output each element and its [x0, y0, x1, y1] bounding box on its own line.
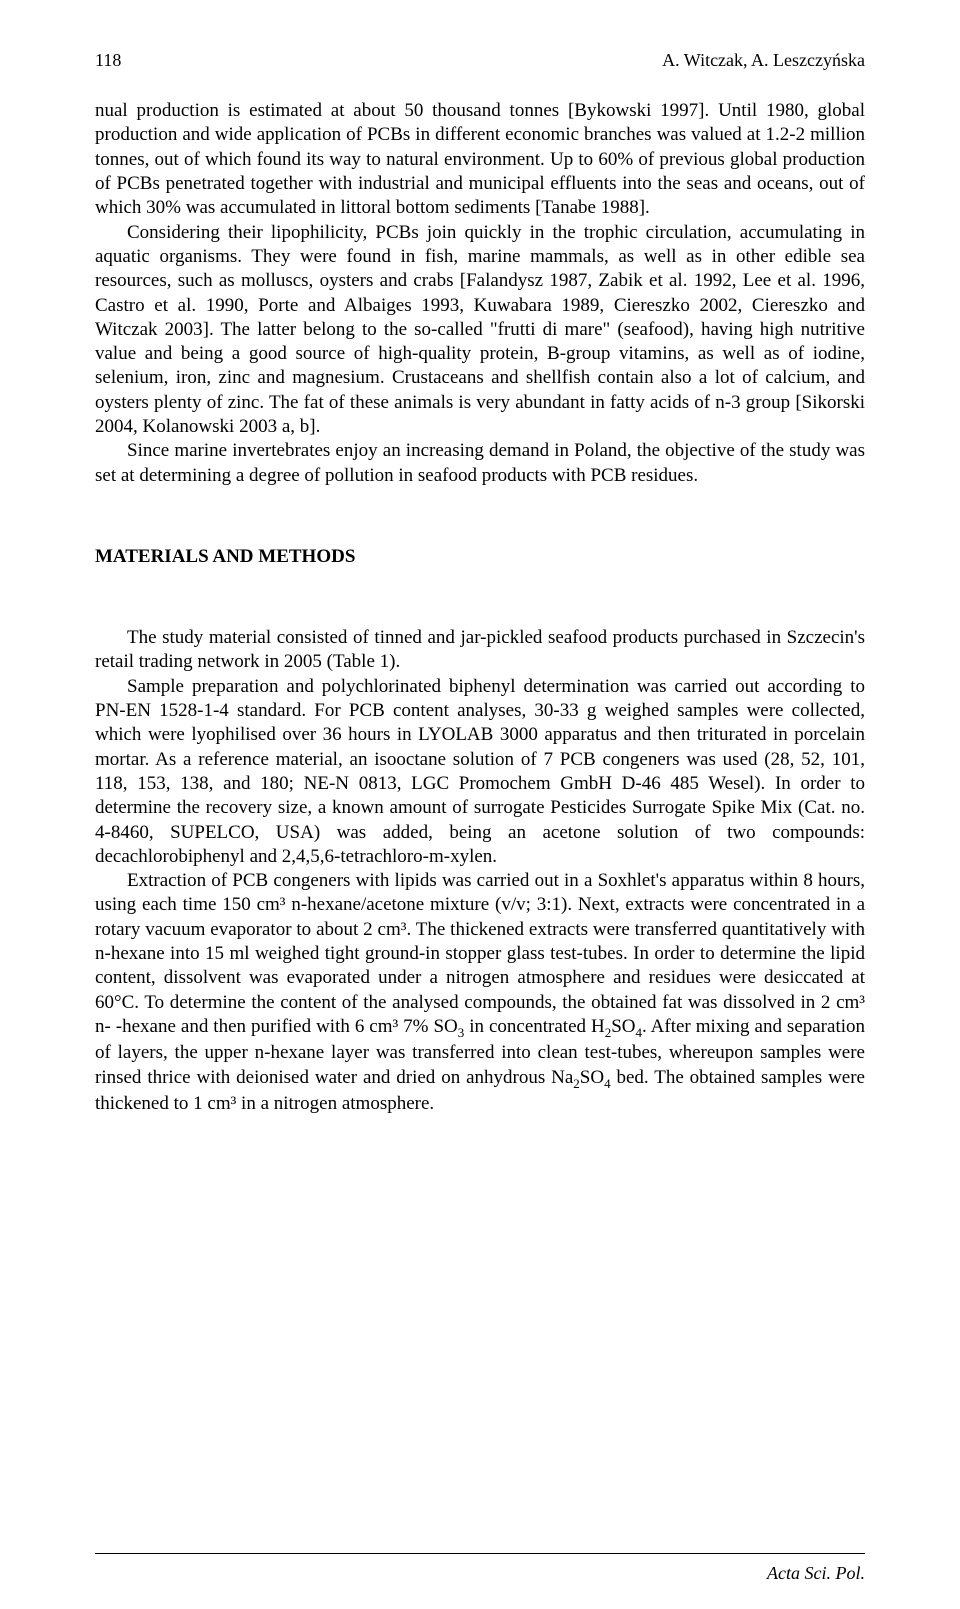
- section-heading-materials: MATERIALS AND METHODS: [95, 546, 865, 568]
- page-header: 118 A. Witczak, A. Leszczyńska: [95, 50, 865, 71]
- page-number: 118: [95, 50, 121, 71]
- running-head: A. Witczak, A. Leszczyńska: [662, 50, 865, 71]
- footer-rule: [95, 1553, 865, 1554]
- intro-para-3: Since marine invertebrates enjoy an incr…: [95, 439, 865, 488]
- intro-section: nual production is estimated at about 50…: [95, 99, 865, 488]
- footer-journal: Acta Sci. Pol.: [767, 1563, 865, 1584]
- methods-section: The study material consisted of tinned a…: [95, 626, 865, 1116]
- intro-para-1: nual production is estimated at about 50…: [95, 99, 865, 221]
- methods-para-2: Sample preparation and polychlorinated b…: [95, 675, 865, 870]
- methods-para-1: The study material consisted of tinned a…: [95, 626, 865, 675]
- intro-para-2: Considering their lipophilicity, PCBs jo…: [95, 221, 865, 440]
- methods-para-3: Extraction of PCB congeners with lipids …: [95, 869, 865, 1116]
